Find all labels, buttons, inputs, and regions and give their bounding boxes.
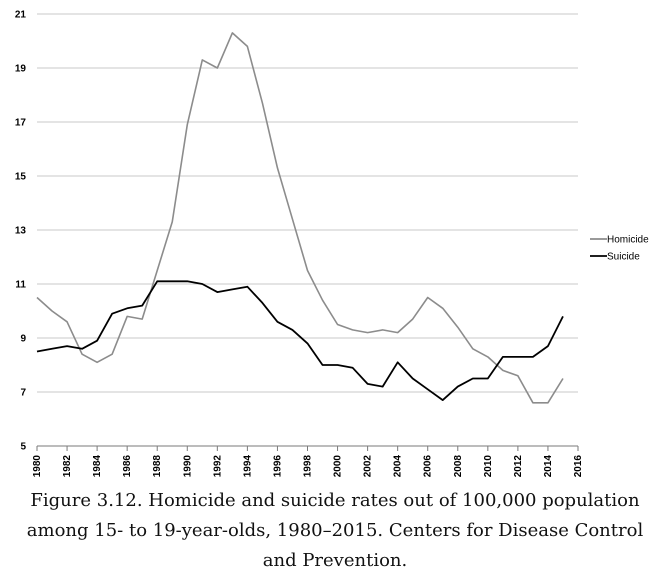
y-tick-label: 9 [20, 334, 26, 345]
x-tick-label: 1990 [182, 455, 193, 478]
y-tick-label: 5 [20, 442, 26, 453]
x-tick-label: 1992 [212, 455, 223, 478]
x-tick-label: 1988 [152, 455, 163, 478]
x-axis: 1980 1982 1984 1986 1988 1990 1992 1994 1996 1998… [32, 446, 584, 477]
y-tick-label: 11 [15, 280, 26, 291]
legend-label: Suicide [607, 252, 640, 263]
x-tick-label: 2014 [543, 455, 554, 478]
series-lines [36, 32, 564, 404]
x-tick-label: 2002 [363, 455, 374, 478]
y-tick-label: 17 [15, 118, 27, 129]
legend-label: Homicide [607, 235, 649, 246]
legend: Homicide Suicide [590, 235, 649, 263]
y-tick-label: 7 [20, 388, 26, 399]
x-tick-label: 1994 [242, 455, 253, 478]
y-tick-label: 19 [15, 64, 27, 75]
x-tick-label: 2016 [573, 455, 584, 478]
x-tick-label: 1982 [62, 455, 73, 478]
figure-caption: Figure 3.12. Homicide and suicide rates … [26, 490, 644, 571]
x-tick-label: 2006 [423, 455, 434, 478]
x-tick-label: 1980 [32, 455, 43, 478]
line-chart: 5 7 9 11 13 15 17 19 21 1980 1982 1984 1986 1988 1990… [15, 10, 649, 478]
x-tick-label: 2012 [513, 455, 524, 478]
gridlines [37, 13, 578, 447]
y-tick-label: 21 [15, 10, 27, 21]
series-line-suicide [36, 280, 564, 402]
y-axis: 5 7 9 11 13 15 17 19 21 [15, 10, 27, 453]
x-tick-label: 2000 [333, 455, 344, 478]
x-tick-label: 2010 [483, 455, 494, 478]
x-tick-label: 1984 [92, 455, 103, 478]
series-line-homicide [36, 32, 564, 404]
x-tick-label: 1996 [272, 455, 283, 478]
x-tick-label: 1998 [303, 455, 314, 478]
y-tick-label: 15 [15, 172, 27, 183]
x-tick-label: 1986 [122, 455, 133, 478]
x-tick-label: 2008 [453, 455, 464, 478]
y-tick-label: 13 [15, 226, 27, 237]
x-tick-label: 2004 [393, 455, 404, 478]
